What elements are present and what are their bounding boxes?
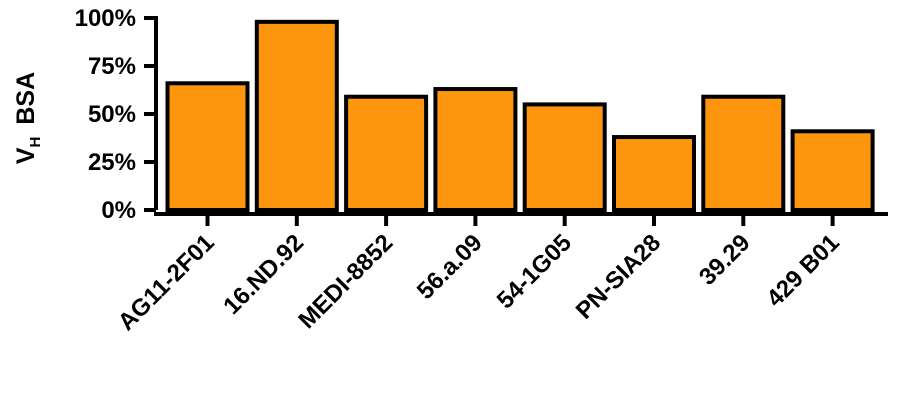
x-tick-label: 54-1G05 xyxy=(492,229,577,314)
bar-4 xyxy=(433,87,518,212)
x-tick-label: 39.29 xyxy=(694,229,756,291)
y-tick-label: 25% xyxy=(88,149,136,176)
x-tick-label: PN-SIA28 xyxy=(571,229,666,324)
y-axis-label-rest: BSA xyxy=(12,72,40,125)
y-axis-label: VH BSA xyxy=(12,72,44,164)
y-tick-label: 50% xyxy=(88,101,136,128)
y-tick-label: 0% xyxy=(101,197,136,224)
bar-7 xyxy=(701,94,786,212)
y-tick-label: 100% xyxy=(75,5,136,32)
x-tick-label: 429 B01 xyxy=(762,229,845,312)
bar-2 xyxy=(254,19,339,213)
x-tick-label: AG11-2F01 xyxy=(113,229,220,336)
y-axis-label-subscript: H xyxy=(27,137,44,148)
bar-3 xyxy=(344,94,429,212)
x-tick-label: 16.ND.92 xyxy=(218,229,309,320)
bars-group xyxy=(165,19,875,213)
y-tick-label: 75% xyxy=(88,53,136,80)
bar-6 xyxy=(612,135,696,212)
bar-5 xyxy=(522,102,607,212)
bar-1 xyxy=(165,81,250,212)
x-tick-label: MEDI-8852 xyxy=(293,229,398,334)
y-axis-label-main: V xyxy=(12,147,40,164)
bar-8 xyxy=(790,129,875,212)
y-axis: 0% 25% 50% 75% 100% xyxy=(75,5,158,224)
x-tick-label: 56.a.09 xyxy=(412,229,488,305)
